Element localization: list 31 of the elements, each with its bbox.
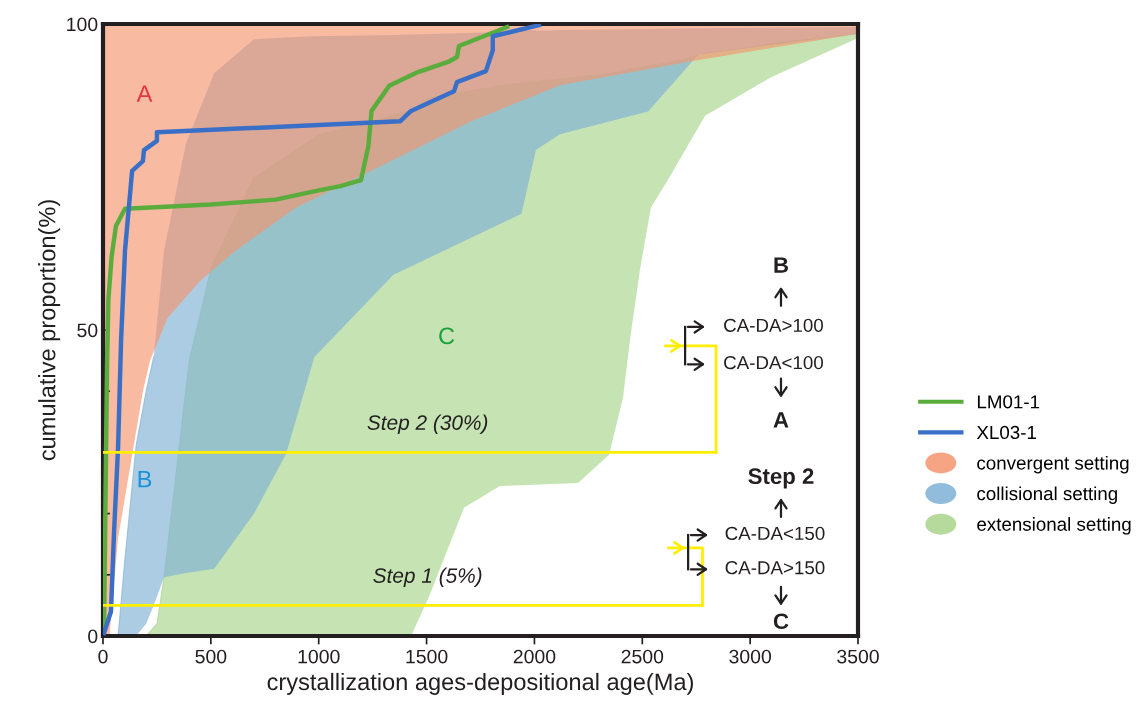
annotation: CA-DA>150 [725,561,825,575]
legend-label: convergent setting [977,455,1129,474]
x-tick-label: 3500 [837,649,879,664]
legend-label: extensional setting [977,517,1131,535]
y-tick-label: 0 [88,629,98,644]
x-tick-label: 1000 [298,649,340,664]
x-tick-label: 2000 [513,649,556,664]
annotation: C [773,613,789,630]
annotation: C [439,327,455,345]
annotation: A [136,85,153,102]
legend-label: LM01-1 [977,395,1040,409]
x-tick-label: 1500 [406,649,448,664]
annotation: B [774,257,788,273]
annotation: CA-DA<100 [724,356,823,370]
annotation: CA-DA<150 [725,526,825,541]
legend-label: XL03-1 [976,425,1036,440]
x-tick-label: 0 [98,649,108,664]
ref-line-label: Step 2 (30%) [367,414,488,435]
y-axis-title: cumulative proportion(%) [38,200,61,461]
annotation: Step 2 [748,468,814,489]
x-tick-label: 2500 [621,649,664,664]
legend-label: collisional setting [977,486,1117,504]
y-tick-label: 100 [67,17,98,32]
x-axis-title: crystallization ages-depositional age(Ma) [267,672,693,695]
annotation: CA-DA>100 [724,318,823,332]
x-tick-label: 500 [195,649,227,664]
y-tick-label: 50 [77,323,98,338]
ref-line-label: Step 1 (5%) [373,567,482,588]
annotation: B [138,471,152,488]
annotation: A [773,412,789,428]
x-tick-label: 3000 [729,649,772,664]
